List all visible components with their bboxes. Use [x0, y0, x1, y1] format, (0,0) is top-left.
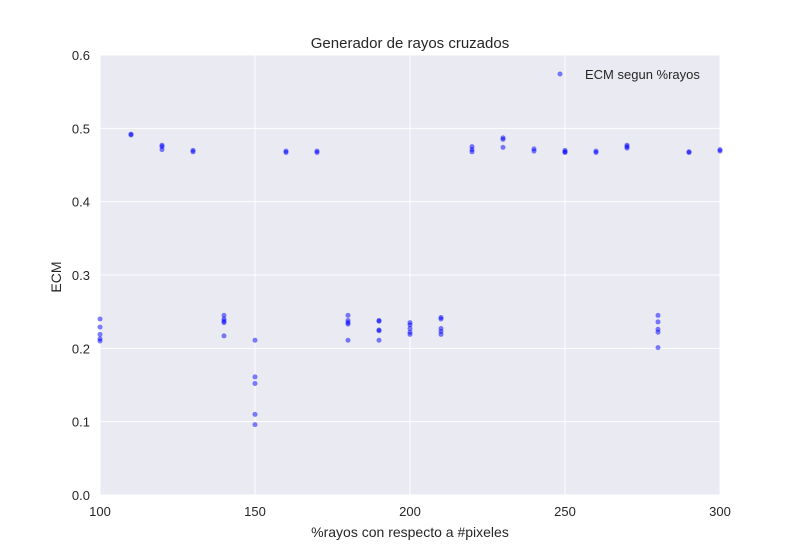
data-point [655, 329, 661, 335]
data-point [283, 150, 289, 156]
x-tick-label: 200 [399, 504, 421, 519]
data-point [97, 324, 103, 330]
data-points [97, 131, 723, 428]
chart-title: Generador de rayos cruzados [311, 35, 509, 52]
data-point [407, 322, 413, 328]
y-tick-label: 0.1 [72, 415, 90, 430]
data-point [97, 316, 103, 322]
x-axis-ticks: 100 150 200 250 300 [89, 504, 731, 519]
data-point [376, 328, 382, 334]
data-point [221, 333, 227, 339]
y-tick-label: 0.3 [72, 268, 90, 283]
data-point [686, 150, 692, 156]
data-point [717, 148, 723, 154]
data-point [655, 312, 661, 318]
data-point [221, 320, 227, 326]
data-point [159, 147, 165, 153]
legend: ECM segun %rayos [557, 67, 700, 82]
x-tick-label: 100 [89, 504, 111, 519]
y-tick-label: 0.6 [72, 48, 90, 63]
data-point [407, 331, 413, 337]
data-point [345, 337, 351, 343]
data-point [655, 345, 661, 351]
data-point [190, 149, 196, 155]
y-axis-ticks: 0.0 0.1 0.2 0.3 0.4 0.5 0.6 [72, 48, 90, 503]
data-point [252, 381, 258, 387]
x-tick-label: 250 [554, 504, 576, 519]
data-point [624, 145, 630, 151]
y-tick-label: 0.4 [72, 195, 90, 210]
data-point [438, 316, 444, 322]
data-point [128, 131, 134, 137]
y-tick-label: 0.0 [72, 488, 90, 503]
y-axis-label: ECM [48, 261, 64, 292]
data-point [438, 331, 444, 337]
legend-label: ECM segun %rayos [585, 67, 700, 82]
data-point [252, 374, 258, 380]
data-point [221, 312, 227, 318]
data-point [655, 319, 661, 325]
data-point [345, 312, 351, 318]
data-point [593, 150, 599, 156]
data-point [345, 321, 351, 327]
data-point [376, 337, 382, 343]
data-point [500, 136, 506, 142]
x-axis-label: %rayos con respecto a #pixeles [311, 524, 509, 540]
y-tick-label: 0.5 [72, 121, 90, 136]
data-point [97, 338, 103, 344]
data-point [562, 150, 568, 156]
data-point [500, 144, 506, 150]
data-point [531, 148, 537, 154]
data-point [376, 318, 382, 324]
data-point [314, 150, 320, 156]
x-tick-label: 150 [244, 504, 266, 519]
y-tick-label: 0.2 [72, 341, 90, 356]
legend-marker [557, 71, 563, 77]
data-point [252, 337, 258, 343]
data-point [252, 411, 258, 417]
data-point [407, 326, 413, 332]
data-point [252, 422, 258, 428]
x-tick-label: 300 [709, 504, 731, 519]
data-point [469, 149, 475, 155]
data-point [97, 331, 103, 337]
grid [99, 54, 721, 496]
